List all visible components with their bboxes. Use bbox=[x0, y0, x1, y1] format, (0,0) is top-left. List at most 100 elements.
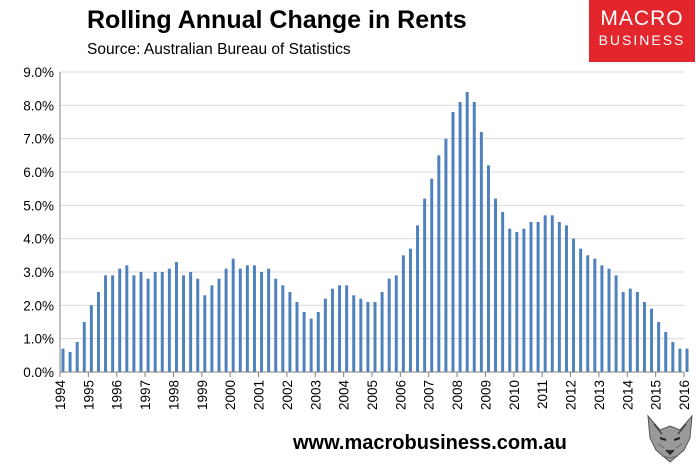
data-bar bbox=[125, 265, 129, 372]
chart-grid bbox=[60, 71, 684, 340]
data-bar bbox=[501, 212, 505, 372]
data-bar bbox=[529, 222, 533, 372]
data-bar bbox=[111, 275, 115, 372]
data-bar bbox=[479, 132, 483, 372]
data-bar bbox=[359, 298, 363, 372]
y-tick-label: 3.0% bbox=[23, 265, 54, 280]
data-bar bbox=[210, 285, 214, 372]
x-tick-label: 1999 bbox=[195, 380, 210, 410]
x-tick-label: 2011 bbox=[535, 380, 550, 409]
data-bar bbox=[593, 258, 597, 372]
x-tick-label: 2016 bbox=[677, 380, 692, 410]
data-bar bbox=[182, 275, 186, 372]
data-bar bbox=[167, 268, 171, 372]
x-tick-label: 2001 bbox=[252, 380, 267, 410]
data-bar bbox=[586, 255, 590, 372]
data-bar bbox=[316, 312, 320, 372]
data-bar bbox=[267, 268, 271, 372]
data-bar bbox=[217, 278, 221, 372]
x-tick-label: 2004 bbox=[337, 380, 352, 411]
data-bar bbox=[68, 352, 72, 372]
x-tick-label: 2015 bbox=[649, 380, 664, 410]
x-tick-label: 1995 bbox=[81, 380, 96, 410]
x-tick-label: 1994 bbox=[53, 380, 68, 411]
y-tick-label: 1.0% bbox=[23, 332, 54, 347]
data-bar bbox=[139, 272, 143, 372]
data-bar bbox=[394, 275, 398, 372]
y-tick-label: 4.0% bbox=[23, 232, 54, 247]
data-bar bbox=[430, 178, 434, 372]
data-bar bbox=[174, 262, 178, 372]
data-bar bbox=[196, 278, 200, 372]
data-bar bbox=[89, 305, 93, 372]
data-bar bbox=[245, 265, 249, 372]
data-bar bbox=[231, 258, 235, 372]
x-tick-label: 2006 bbox=[393, 380, 408, 410]
data-bar bbox=[416, 225, 420, 372]
data-bar bbox=[387, 278, 391, 372]
data-bar bbox=[104, 275, 108, 372]
y-tick-label: 8.0% bbox=[23, 98, 54, 113]
chart-title: Rolling Annual Change in Rents bbox=[87, 6, 467, 34]
data-bar bbox=[451, 112, 455, 372]
y-tick-label: 6.0% bbox=[23, 165, 54, 180]
x-tick-label: 2014 bbox=[620, 380, 635, 411]
x-tick-label: 2000 bbox=[223, 380, 238, 410]
data-bar bbox=[515, 232, 519, 372]
data-bar bbox=[366, 302, 370, 372]
data-bar bbox=[146, 278, 150, 372]
x-tick-label: 2009 bbox=[478, 380, 493, 410]
data-bar bbox=[543, 215, 547, 372]
data-bar bbox=[288, 292, 292, 372]
data-bar bbox=[160, 272, 164, 372]
data-bar bbox=[189, 272, 193, 372]
data-bar bbox=[260, 272, 264, 372]
data-bar bbox=[642, 302, 646, 372]
x-tick-label: 2013 bbox=[592, 380, 607, 410]
x-axis-labels: 1994 1995 1996 1997 1998 1999 2000 2001 2002 2003… bbox=[53, 380, 692, 411]
y-tick-label: 2.0% bbox=[23, 298, 54, 313]
x-tick-label: 2012 bbox=[564, 380, 579, 410]
data-bar bbox=[657, 322, 661, 372]
data-bar bbox=[550, 215, 554, 372]
x-tick-label: 2002 bbox=[280, 380, 295, 410]
data-bar bbox=[536, 222, 540, 372]
data-bar bbox=[401, 255, 405, 372]
data-bar bbox=[472, 102, 476, 372]
data-bar bbox=[650, 308, 654, 372]
data-bar bbox=[309, 318, 313, 372]
x-tick-label: 2005 bbox=[365, 380, 380, 410]
chart-axes bbox=[59, 72, 685, 377]
data-bar bbox=[274, 278, 278, 372]
x-tick-label: 2010 bbox=[507, 380, 522, 410]
data-bar bbox=[238, 268, 242, 372]
x-tick-label: 2003 bbox=[308, 380, 323, 410]
data-bar bbox=[557, 222, 561, 372]
data-bar bbox=[75, 342, 79, 372]
data-bar bbox=[295, 302, 299, 372]
data-bar bbox=[323, 298, 327, 372]
data-bar bbox=[579, 248, 583, 372]
data-bar bbox=[458, 102, 462, 372]
x-tick-label: 1998 bbox=[166, 380, 181, 410]
data-bar bbox=[338, 285, 342, 372]
data-bar bbox=[61, 348, 65, 372]
data-bar bbox=[408, 248, 412, 372]
data-bar bbox=[614, 275, 618, 372]
footer-url: www.macrobusiness.com.au bbox=[293, 432, 567, 454]
data-bar bbox=[281, 285, 285, 372]
chart-bars bbox=[61, 92, 689, 372]
data-bar bbox=[600, 265, 604, 372]
y-tick-label: 0.0% bbox=[23, 365, 54, 380]
data-bar bbox=[345, 285, 349, 372]
y-tick-label: 7.0% bbox=[23, 132, 54, 147]
data-bar bbox=[203, 295, 207, 372]
data-bar bbox=[302, 312, 306, 372]
data-bar bbox=[635, 292, 639, 372]
x-tick-label: 1996 bbox=[110, 380, 125, 410]
data-bar bbox=[508, 228, 512, 372]
logo-line-2: BUSINESS bbox=[598, 32, 686, 48]
data-bar bbox=[132, 275, 136, 372]
data-bar bbox=[621, 292, 625, 372]
data-bar bbox=[373, 302, 377, 372]
